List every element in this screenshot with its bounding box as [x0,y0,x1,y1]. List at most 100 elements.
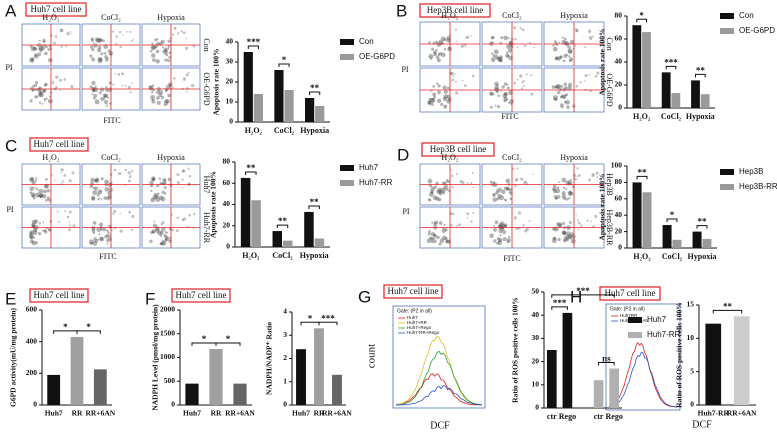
significance-bracket [636,175,648,180]
flow-dots [443,94,449,99]
flow-dots [37,92,43,97]
flow-dots [430,191,434,194]
flow-dots [172,86,175,89]
significance-bracket [309,91,321,95]
flow-dots [47,48,50,51]
flow-dots [44,184,48,189]
flow-dots [563,239,566,242]
flow-dots [554,85,558,89]
flow-dots [553,95,558,100]
flow-dots [428,102,431,105]
flow-dots [39,50,42,53]
flow-dots [576,175,579,178]
flow-dots [113,169,116,171]
flow-dots [43,83,48,87]
flow-dots [96,193,100,197]
flow-dots [153,220,156,223]
flow-dots [584,74,588,77]
flow-dots [68,179,72,183]
flow-dots [443,90,448,94]
y-tick-label: 20 [532,356,540,365]
flow-dots [115,35,119,38]
flow-dots [502,230,507,235]
bar [305,98,315,122]
flow-dots [67,215,70,218]
flow-dots [554,86,558,89]
flow-dots [131,214,135,219]
bar [691,80,700,108]
flow-dots [503,82,508,86]
flow-dots [435,82,439,85]
flow-dots [441,228,447,233]
flow-dots [164,104,166,107]
flow-dots [59,89,61,91]
flow-dots [33,186,36,189]
flow-dots [103,94,109,99]
flow-dots [553,97,557,101]
significance-label: *** [553,298,567,308]
flow-dots [99,237,103,241]
flow-dots [442,97,447,102]
flow-dots [563,100,567,104]
cell-line-box [29,288,89,303]
legend-label: Huh7 [359,163,379,172]
significance-label: ** [638,167,648,177]
flow-dots [164,58,168,62]
flow-dots [70,85,74,89]
flow-dots [38,222,42,225]
flow-dots [33,47,38,51]
bar [672,239,682,248]
flow-dots [436,235,440,240]
flow-dots [65,45,68,48]
x-tick-label: Hypoxia [688,252,717,261]
flow-dots [106,57,109,60]
flow-dots [431,97,435,101]
significance-label: * [282,55,287,65]
flow-dots [551,238,557,244]
flow-dots [112,83,115,86]
flow-dots [438,39,444,45]
flow-dots [154,38,158,42]
flow-dots [513,81,517,85]
hist-x-label: DCF [692,419,712,430]
flow-dots [151,53,156,58]
flow-dots [565,197,569,201]
flow-dots [46,188,51,193]
flow-dots [513,216,517,220]
flow-dots [489,233,494,239]
flow-dots [38,101,42,104]
flow-dots [33,54,39,59]
flow-dots [47,227,51,231]
cell-line-label: Huh7 cell line [31,4,82,14]
flow-y-label: PI [5,63,12,72]
flow-dots [501,85,505,89]
flow-dots [34,81,39,85]
flow-dots [427,198,431,201]
flow-dots [439,190,443,194]
y-tick-label: 60 [615,194,623,203]
flow-y-label: PI [6,205,13,214]
flow-dots [563,86,568,90]
flow-dots [37,194,41,198]
y-tick-label: 200 [26,368,38,377]
flow-dots [94,239,99,243]
flow-dots [171,228,174,232]
flow-dots [112,212,115,215]
gate-label: Gate: (P2 in all) [397,308,432,314]
flow-dots [568,234,573,239]
legend-swatch [628,317,642,323]
flow-dots [521,28,525,32]
flow-dots [513,26,517,30]
flow-dots [34,54,37,57]
flow-dots [69,31,72,33]
flow-dots [504,186,508,190]
flow-dots [110,229,113,232]
flow-dots [561,191,566,196]
flow-dots [91,225,96,231]
flow-dots [437,90,441,95]
bar [700,94,710,108]
flow-dots [443,181,447,185]
flow-dots [500,36,504,40]
flow-dots [505,53,510,58]
flow-dots [558,181,560,183]
